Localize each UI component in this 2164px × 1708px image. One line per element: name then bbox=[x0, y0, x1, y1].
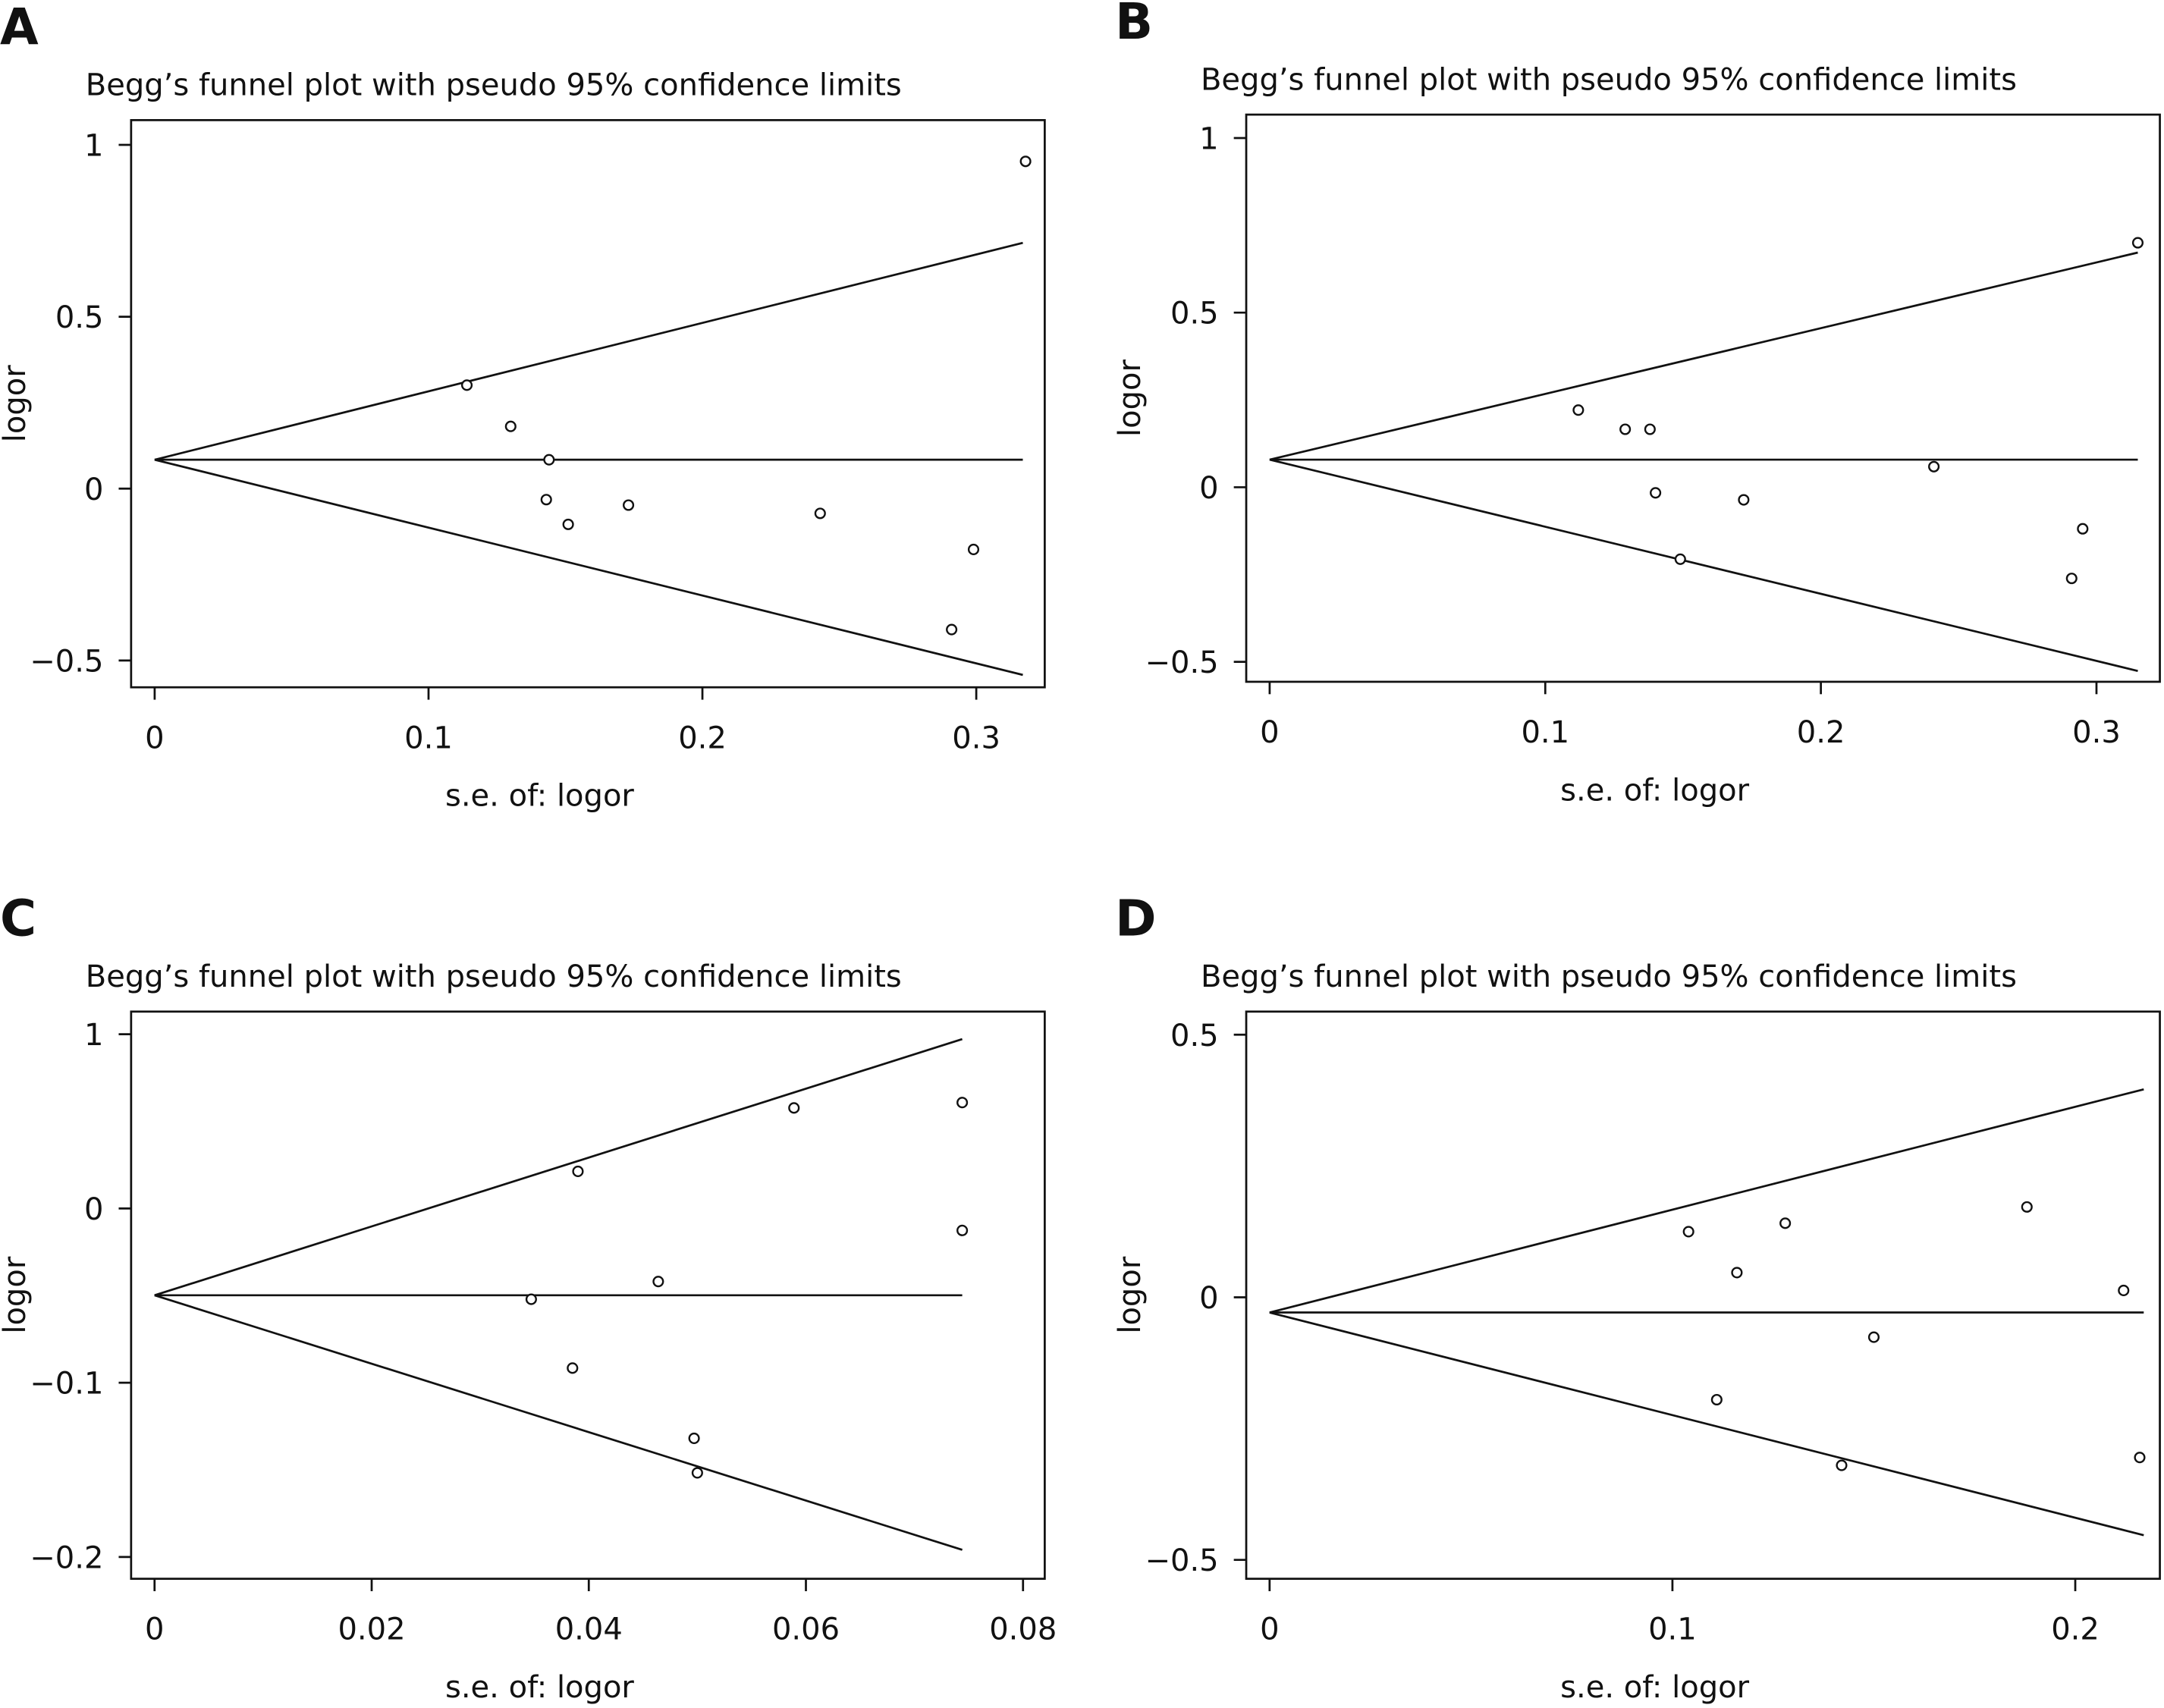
y-tick-label: 1 bbox=[84, 129, 103, 164]
study-point bbox=[1572, 404, 1585, 416]
chart-title: Begg’s funnel plot with pseudo 95% confi… bbox=[86, 68, 902, 103]
study-point bbox=[1644, 423, 1656, 435]
x-tick-label: 0 bbox=[1260, 715, 1279, 750]
study-point bbox=[814, 507, 826, 520]
study-point bbox=[540, 494, 552, 506]
x-tick-label: 0.2 bbox=[2051, 1612, 2100, 1647]
study-point bbox=[567, 1362, 579, 1374]
study-point bbox=[788, 1102, 800, 1114]
funnel-line bbox=[1269, 458, 2138, 672]
panel-label: A bbox=[0, 0, 39, 56]
study-point bbox=[652, 1276, 664, 1288]
study-point bbox=[691, 1467, 703, 1479]
chart-title: Begg’s funnel plot with pseudo 95% confi… bbox=[1201, 62, 2017, 97]
x-axis-label: s.e. of: logor bbox=[445, 1670, 634, 1705]
x-tick-label: 0.08 bbox=[989, 1612, 1057, 1647]
x-axis-label: s.e. of: logor bbox=[1560, 773, 1749, 808]
y-tick-label: 0 bbox=[84, 473, 103, 507]
study-point bbox=[1650, 487, 1662, 499]
study-point bbox=[1682, 1226, 1694, 1238]
study-point bbox=[1674, 553, 1686, 565]
chart-title: Begg’s funnel plot with pseudo 95% confi… bbox=[1201, 959, 2017, 994]
y-tick-label: −0.5 bbox=[1145, 1543, 1218, 1578]
study-point bbox=[1731, 1267, 1743, 1279]
study-point bbox=[2065, 573, 2078, 585]
x-tick-label: 0.3 bbox=[2072, 715, 2121, 750]
y-tick-label: 0 bbox=[1199, 471, 1218, 506]
x-tick-label: 0.1 bbox=[1648, 1612, 1697, 1647]
x-tick-label: 0.06 bbox=[772, 1612, 840, 1647]
x-axis-label: s.e. of: logor bbox=[445, 779, 634, 814]
study-point bbox=[2077, 523, 2089, 535]
study-point bbox=[504, 420, 517, 432]
panel-label: B bbox=[1115, 0, 1153, 51]
study-point bbox=[460, 379, 473, 391]
y-tick-label: −0.2 bbox=[30, 1540, 103, 1575]
funnel-line bbox=[154, 1038, 963, 1297]
study-point bbox=[946, 623, 958, 636]
y-tick-label: 1 bbox=[84, 1018, 103, 1053]
study-point bbox=[1928, 460, 1940, 473]
study-point bbox=[572, 1165, 584, 1178]
funnel-line bbox=[1269, 1311, 2144, 1537]
study-point bbox=[1867, 1331, 1880, 1343]
y-tick-label: 0.5 bbox=[1170, 297, 1219, 331]
x-tick-label: 0 bbox=[145, 721, 164, 755]
panel-label: D bbox=[1115, 890, 1156, 948]
study-point bbox=[688, 1432, 700, 1444]
x-tick-label: 0.2 bbox=[678, 721, 727, 755]
y-axis-label: logor bbox=[1113, 1256, 1148, 1333]
study-point bbox=[1710, 1393, 1723, 1406]
chart-title: Begg’s funnel plot with pseudo 95% confi… bbox=[86, 959, 902, 994]
y-axis-label: logor bbox=[0, 1256, 33, 1333]
panel-label: C bbox=[0, 890, 36, 948]
study-point bbox=[956, 1224, 969, 1236]
funnel-line bbox=[154, 458, 1023, 677]
y-axis-label: logor bbox=[0, 365, 33, 442]
study-point bbox=[2131, 237, 2144, 249]
x-axis-label: s.e. of: logor bbox=[1560, 1670, 1749, 1705]
study-point bbox=[1019, 155, 1032, 168]
y-tick-label: −0.1 bbox=[30, 1367, 103, 1402]
x-tick-label: 0 bbox=[1260, 1612, 1279, 1647]
x-tick-label: 0.04 bbox=[555, 1612, 623, 1647]
y-axis-label: logor bbox=[1113, 359, 1148, 437]
study-point bbox=[956, 1097, 969, 1109]
x-tick-label: 0.1 bbox=[404, 721, 453, 755]
study-point bbox=[1779, 1217, 1792, 1229]
x-tick-label: 0.02 bbox=[338, 1612, 405, 1647]
y-tick-label: 1 bbox=[1199, 122, 1218, 157]
y-tick-label: 0 bbox=[1199, 1281, 1218, 1316]
study-point bbox=[623, 499, 635, 511]
funnel-line bbox=[1269, 251, 2138, 461]
x-tick-label: 0.3 bbox=[952, 721, 1000, 755]
x-tick-label: 0.1 bbox=[1521, 715, 1569, 750]
x-tick-label: 0.2 bbox=[1797, 715, 1845, 750]
funnel-line bbox=[154, 241, 1023, 461]
study-point bbox=[2021, 1201, 2033, 1213]
x-tick-label: 0 bbox=[145, 1612, 164, 1647]
study-point bbox=[525, 1293, 537, 1305]
y-tick-label: −0.5 bbox=[30, 644, 103, 679]
study-point bbox=[1836, 1459, 1848, 1471]
study-point bbox=[1738, 494, 1750, 506]
y-tick-label: 0.5 bbox=[1170, 1019, 1219, 1053]
study-point bbox=[2118, 1284, 2130, 1297]
funnel-line bbox=[154, 1294, 963, 1551]
funnel-line bbox=[1269, 1088, 2144, 1314]
study-point bbox=[967, 543, 980, 556]
study-point bbox=[562, 518, 574, 530]
y-tick-label: 0 bbox=[84, 1192, 103, 1227]
y-tick-label: 0.5 bbox=[55, 300, 104, 335]
plot-frame bbox=[1245, 1010, 2161, 1580]
y-tick-label: −0.5 bbox=[1145, 645, 1218, 680]
plot-frame bbox=[130, 119, 1046, 689]
study-point bbox=[2134, 1452, 2146, 1464]
study-point bbox=[1619, 423, 1632, 435]
plot-frame bbox=[1245, 113, 2161, 683]
study-point bbox=[543, 454, 555, 466]
